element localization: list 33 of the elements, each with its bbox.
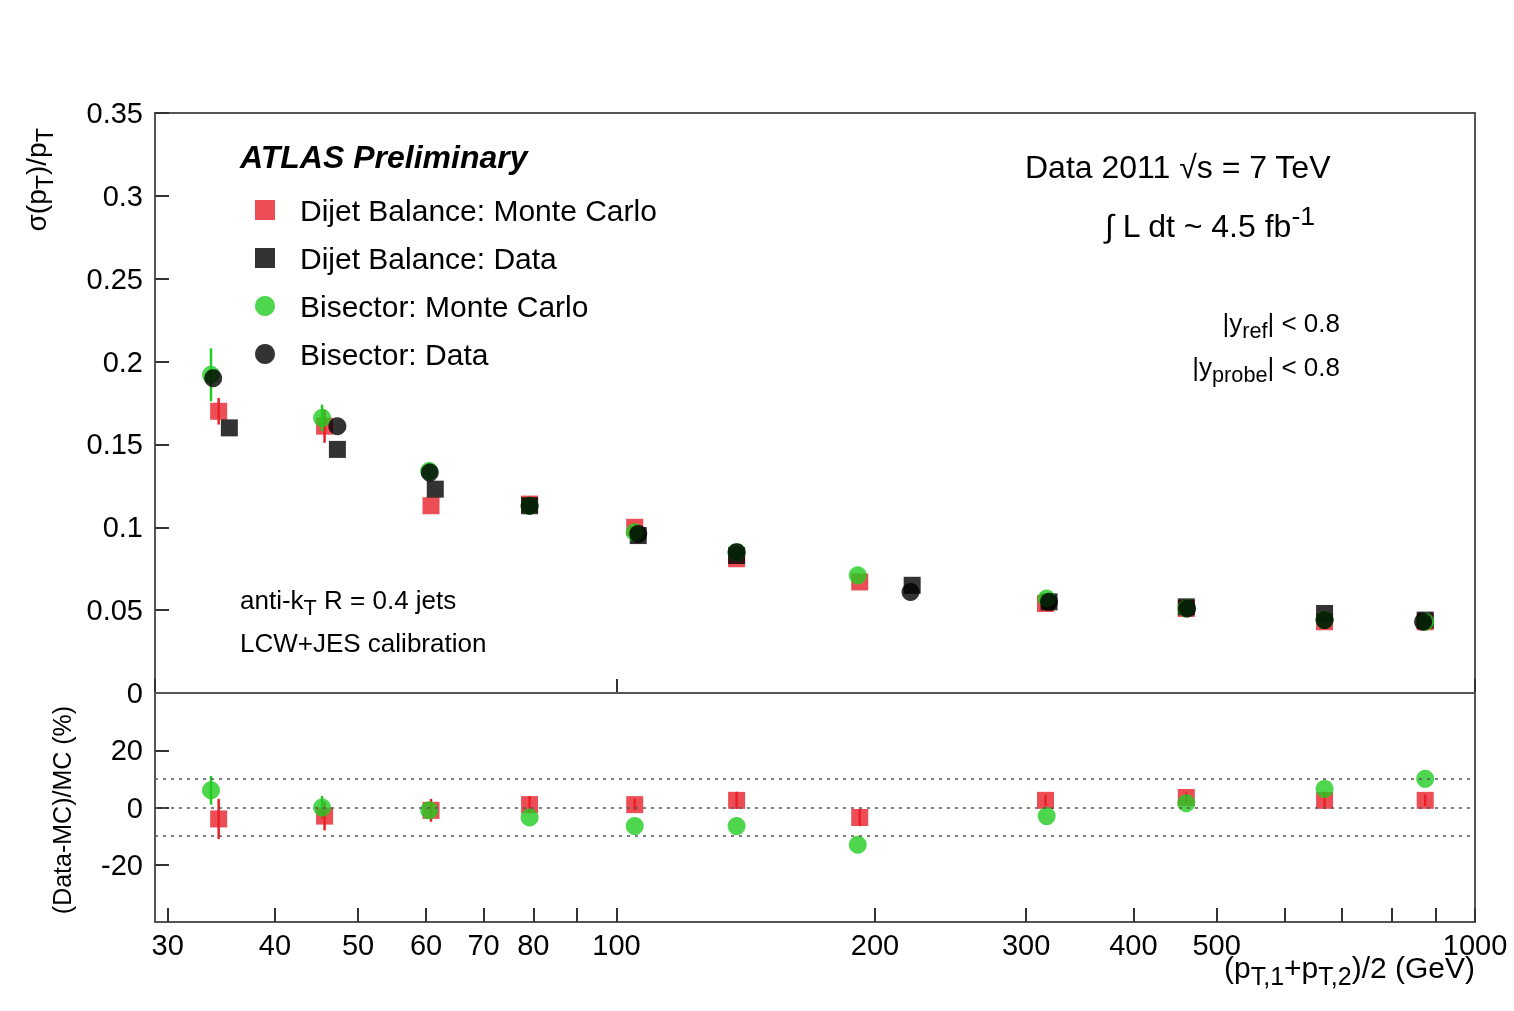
x-tick-label: 40 <box>258 928 292 961</box>
y-tick-label: 0.2 <box>102 345 143 378</box>
y-tick-label: 0.15 <box>86 428 143 461</box>
y-axis-title: (Data-MC)/MC (%) <box>47 704 77 917</box>
annotation: LCW+JES calibration <box>240 628 487 660</box>
legend-label: Dijet Balance: Monte Carlo <box>300 193 657 227</box>
annotation: anti-k$_{T}$ R = 0.4 jets <box>240 585 457 622</box>
annotation: Data 2011 √s = 7 TeV <box>1025 148 1331 187</box>
x-tick-label: 400 <box>1109 928 1158 961</box>
y-tick-label: 0 <box>126 791 143 824</box>
x-tick-label: 80 <box>517 928 550 961</box>
y-tick-label: -20 <box>101 848 143 881</box>
y-tick-label: 0.25 <box>86 262 143 295</box>
x-tick-label: 70 <box>467 928 500 961</box>
legend-label: Bisector: Monte Carlo <box>300 289 589 323</box>
annotation: |y$_{ref}$| < 0.8 <box>1222 308 1340 345</box>
x-tick-label: 200 <box>850 928 900 961</box>
annotation: |y$_{probe}$| < 0.8 <box>1192 352 1340 389</box>
x-tick-label: 50 <box>341 928 375 961</box>
x-tick-label: 100 <box>592 928 641 961</box>
y-tick-label: 0.05 <box>86 594 143 627</box>
x-tick-label: 60 <box>409 928 443 961</box>
y-tick-label: 0.1 <box>102 511 143 544</box>
text: ATLAS Preliminary <box>240 138 528 177</box>
y-tick-label: 0.35 <box>86 97 143 129</box>
legend-label: Dijet Balance: Data <box>300 241 558 275</box>
x-tick-label: 300 <box>1001 928 1051 961</box>
x-tick-label: 30 <box>151 928 184 961</box>
y-tick-label: 0 <box>126 677 143 709</box>
y-tick-label: 0.3 <box>102 179 143 212</box>
annotation: ∫ L dt ~ 4.5 fb$^{-1}$ <box>1105 200 1316 246</box>
y-tick-label: 20 <box>110 734 143 767</box>
legend-label: Bisector: Data <box>300 337 489 371</box>
